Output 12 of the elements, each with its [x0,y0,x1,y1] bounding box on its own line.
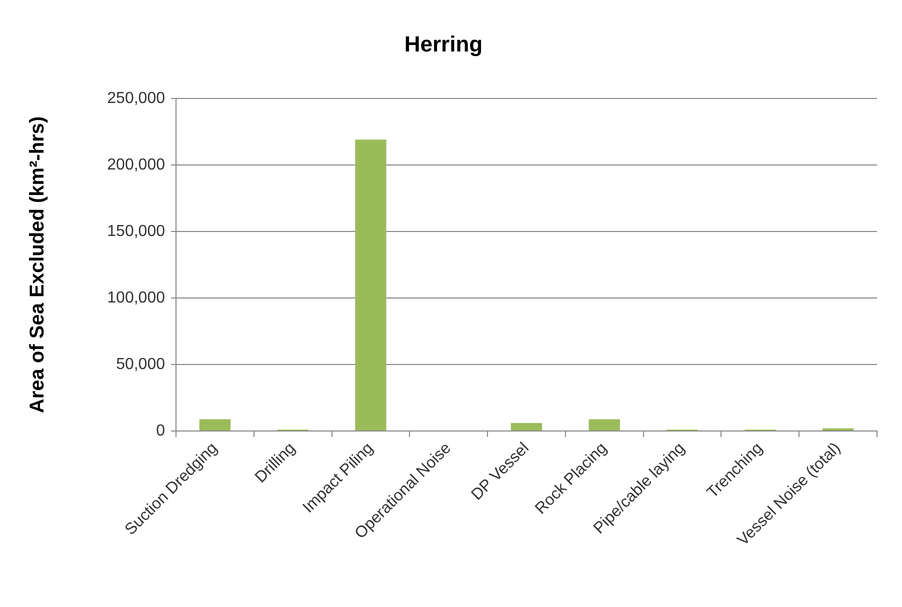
bar [355,140,386,430]
y-tick-label: 250,000 [107,90,166,107]
y-tick-label: 200,000 [107,156,166,174]
bar [510,423,542,430]
bar [588,419,620,430]
y-tick-label: 50,000 [116,356,166,373]
y-tick-label: 0 [156,422,166,440]
bar [199,419,231,430]
y-axis-title: Area of Sea Excluded (km²-hrs) [26,116,49,414]
y-tick-label: 150,000 [107,222,166,240]
y-tick-label: 100,000 [107,289,166,306]
chart-title: Herring [404,31,483,56]
